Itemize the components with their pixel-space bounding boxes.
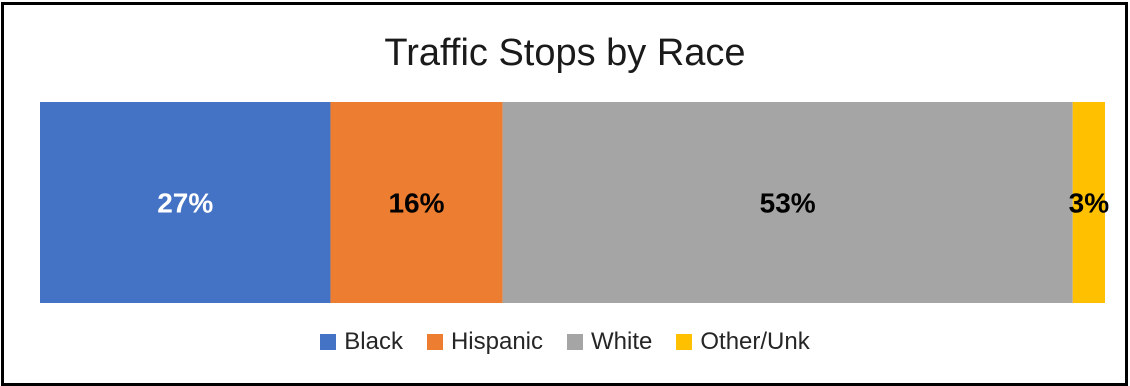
legend-swatch [567, 334, 583, 350]
legend-item-hispanic: Hispanic [426, 328, 543, 355]
bar-segment-other-unk [1072, 102, 1105, 303]
legend-swatch [676, 334, 693, 350]
legend-label: Hispanic [450, 328, 543, 355]
chart-title: Traffic Stops by Race [384, 32, 746, 74]
legend-item-black: Black [320, 330, 403, 354]
data-label-other-unk: 3% [1069, 188, 1110, 219]
legend-swatch [426, 334, 443, 350]
data-label-hispanic: 16% [388, 188, 444, 219]
chart-legend: Black Hispanic White Other/Unk [0, 330, 1130, 354]
legend-item-white: White [567, 330, 652, 354]
data-label-white: 53% [760, 188, 816, 219]
legend-label: White [591, 328, 653, 355]
legend-label: Other/Unk [700, 328, 810, 355]
data-label-black: 27% [157, 188, 213, 219]
bar-segment-white [502, 102, 1073, 303]
legend-item-other-unk: Other/Unk [676, 328, 810, 355]
bar-segment-black [40, 102, 331, 303]
bar-segment-hispanic [330, 102, 503, 303]
legend-swatch [320, 334, 337, 350]
legend-label: Black [344, 328, 403, 355]
